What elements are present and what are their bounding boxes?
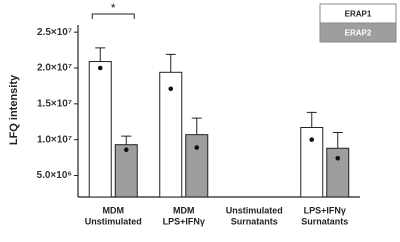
y-axis-label: LFQ intensity (8, 74, 20, 145)
y-tick-label: 2.5×10⁷ (37, 27, 72, 38)
bar (326, 147, 350, 198)
significance-bracket (91, 13, 135, 19)
bar (88, 61, 112, 198)
data-point (97, 65, 103, 71)
legend-label: ERAP1 (345, 10, 372, 19)
x-tick-label: MDM (103, 205, 125, 215)
error-bar (95, 47, 106, 62)
error-bar (332, 132, 343, 149)
bar (114, 144, 138, 198)
significance-label: * (111, 1, 116, 15)
x-tick-label: LPS+IFNγ (163, 216, 205, 226)
data-point (335, 156, 341, 161)
error-bar (165, 53, 176, 73)
x-tick-label: MDM (173, 205, 195, 215)
x-tick-label: Surnatants (301, 216, 348, 226)
data-point (309, 137, 315, 142)
legend-label: ERAP2 (345, 29, 372, 38)
y-tick-label: 5.0×10⁶ (37, 170, 72, 181)
bar (185, 134, 209, 198)
x-tick-label: Unstimulated (226, 205, 283, 215)
x-tick-label: LPS+IFNγ (304, 205, 346, 215)
x-tick-label: Surnatants (231, 216, 278, 226)
error-bar (306, 111, 317, 128)
legend-swatch (319, 22, 397, 43)
y-tick-label: 2.0×10⁷ (37, 63, 72, 74)
data-point (123, 147, 129, 152)
y-tick-label: 1.0×10⁷ (37, 134, 72, 145)
y-tick-label: 1.5×10⁷ (37, 98, 72, 109)
x-tick-label: Unstimulated (85, 216, 142, 226)
data-point (194, 145, 200, 150)
data-point (168, 86, 174, 92)
error-bar (121, 135, 132, 145)
error-bar (191, 117, 202, 135)
